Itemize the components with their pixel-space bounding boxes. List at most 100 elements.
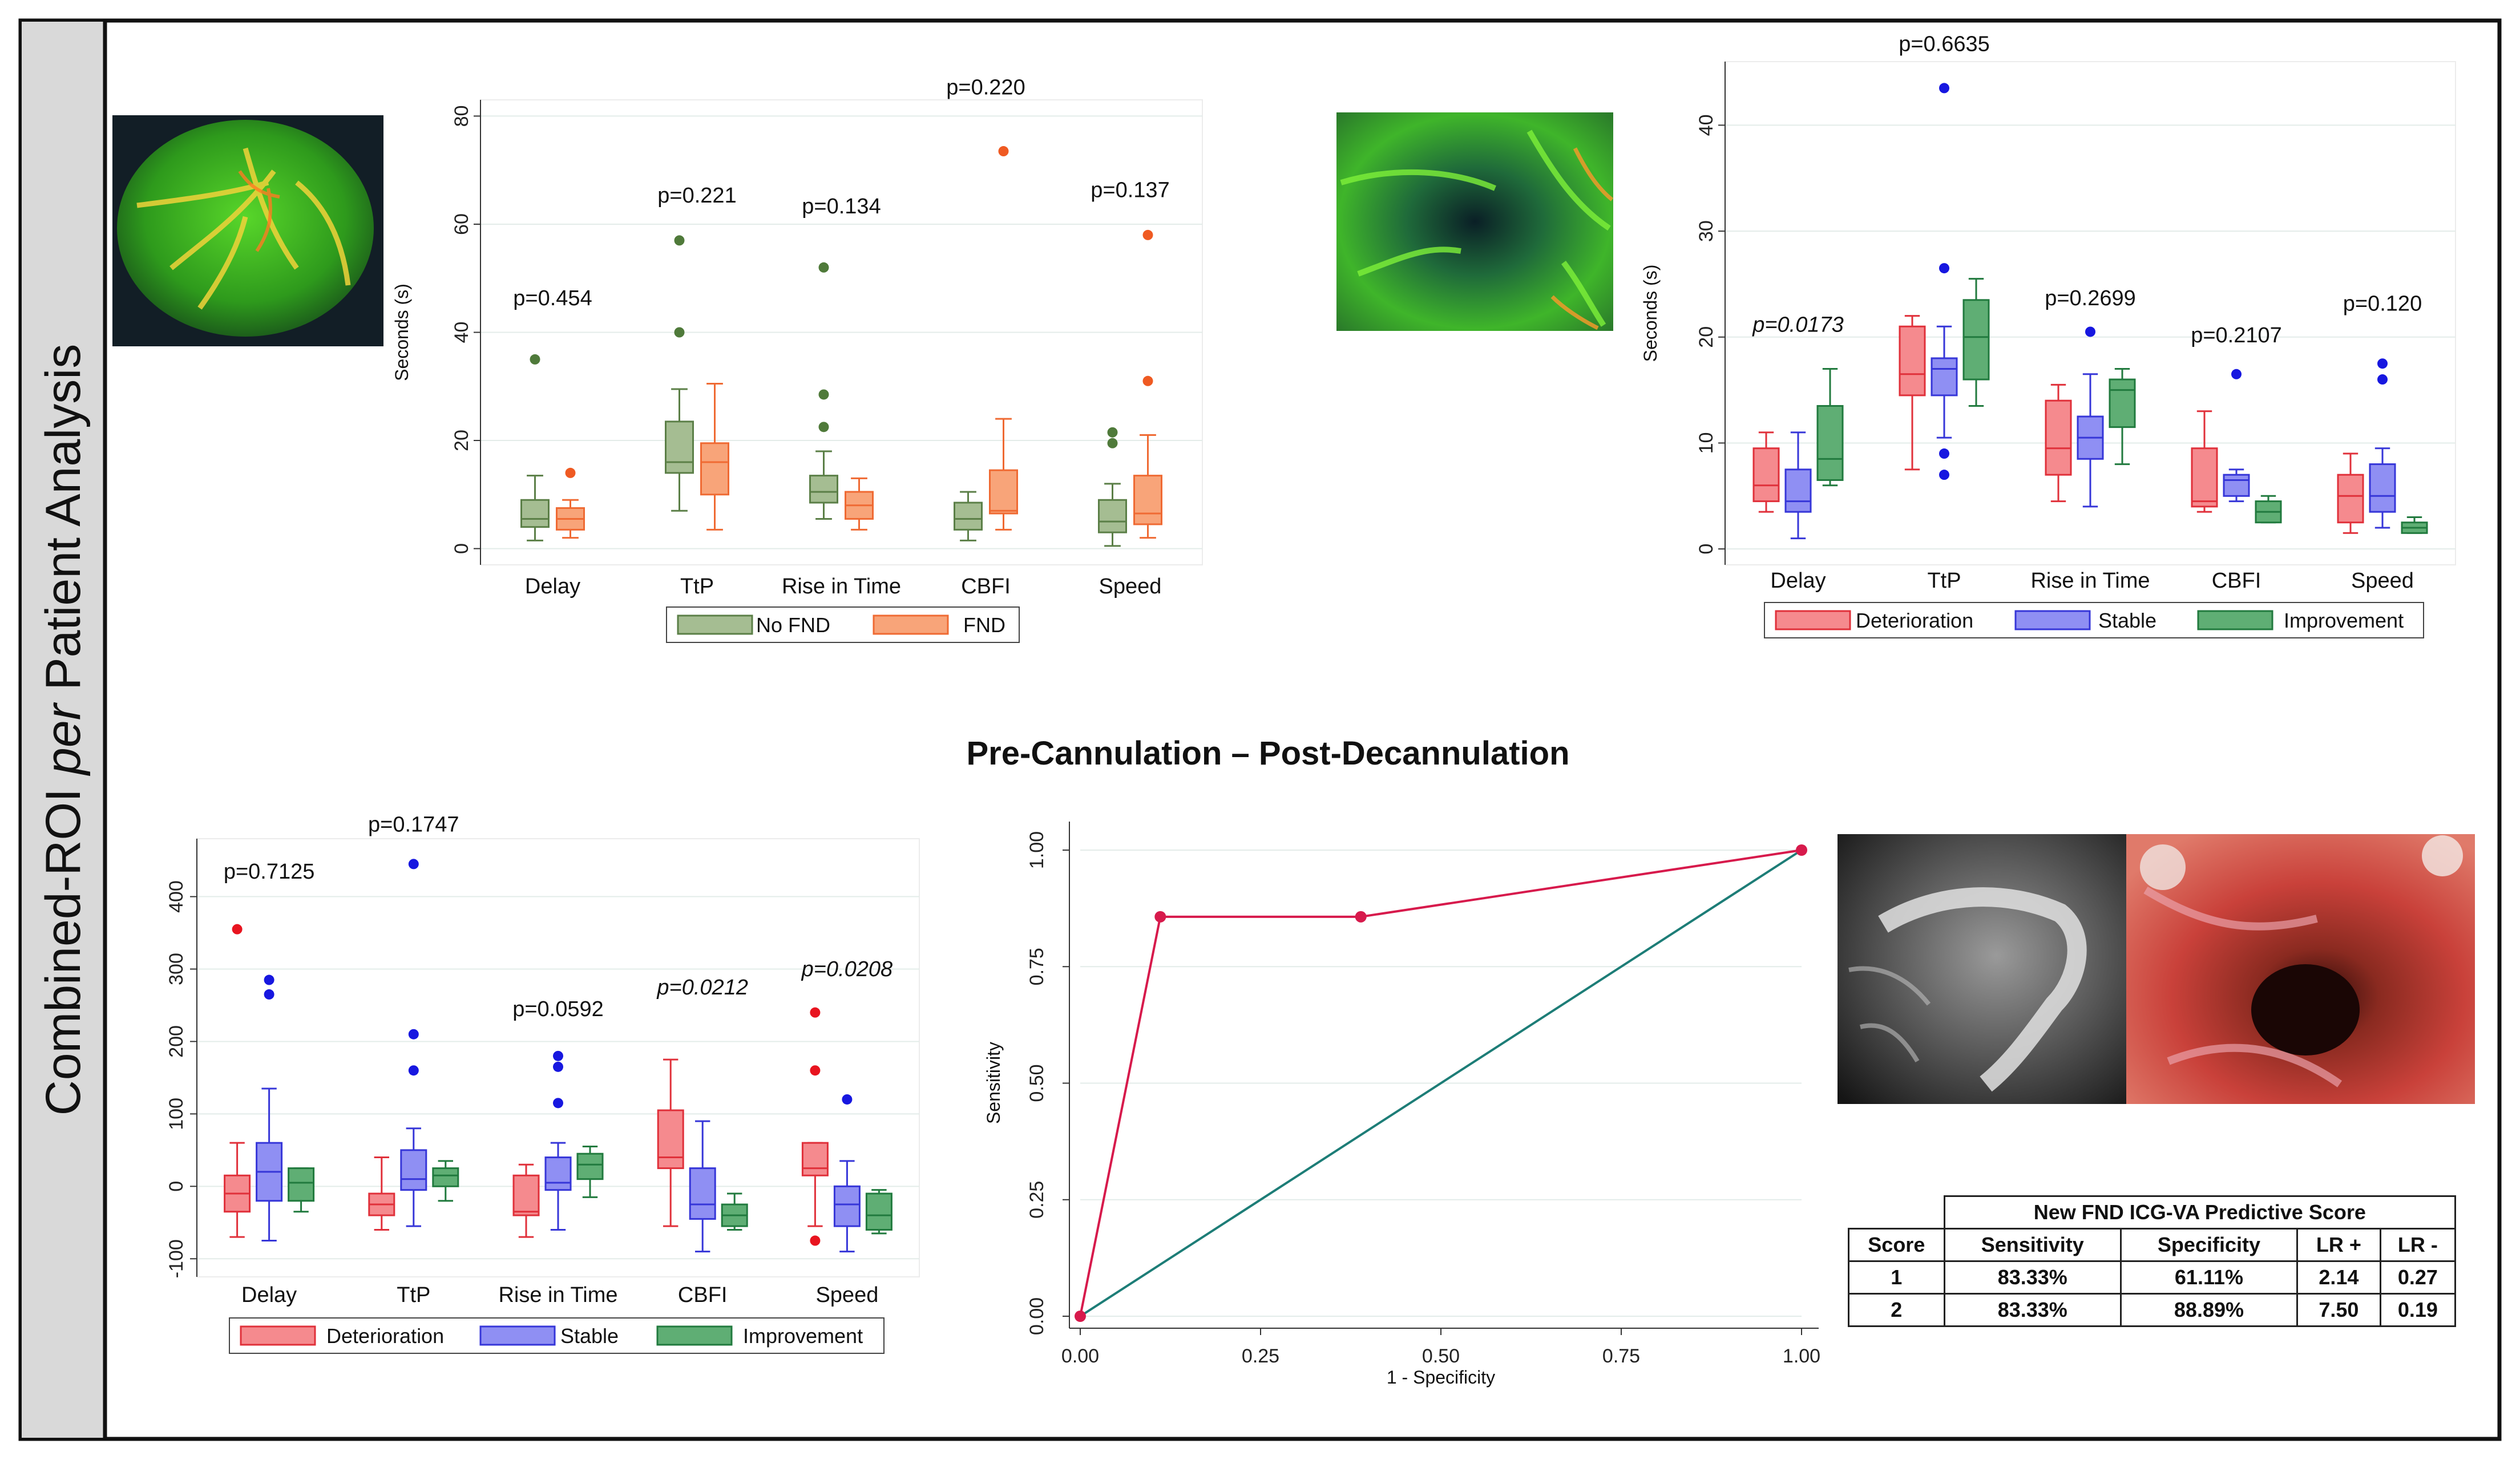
y-tick-label: 300 — [165, 953, 187, 985]
p-value-label: p=0.221 — [657, 184, 736, 208]
outlier-point — [674, 235, 685, 246]
chart-outcome-change-boxplot: -100 0 100 200 300 400 Delay p=0.7125 TtP p=0.174… — [165, 812, 920, 1354]
p-value-label: p=0.2699 — [2045, 286, 2136, 310]
outlier-point — [810, 1065, 821, 1076]
table-cell: 88.89% — [2119, 1293, 2299, 1327]
x-tick-label: 0.00 — [1061, 1345, 1099, 1367]
chart-fnd-boxplot: 0 20 40 60 80 Seconds (s) Delay p=0.454 TtP p=0.2… — [391, 76, 1203, 643]
y-tick-label: 80 — [451, 106, 472, 127]
box — [989, 469, 1018, 515]
box — [544, 1156, 572, 1191]
category-label: TtP — [1927, 569, 1961, 593]
table-cell: 0.27 — [2379, 1260, 2457, 1295]
score-table-header: LR + — [2296, 1228, 2381, 1262]
outlier-point — [842, 1094, 853, 1105]
reference-line — [1079, 849, 1803, 1317]
p-value-label: p=0.134 — [802, 195, 881, 219]
box — [2337, 474, 2364, 524]
roc-curve — [1079, 849, 1802, 1317]
category-label: Speed — [2351, 569, 2414, 593]
box — [1133, 475, 1162, 525]
outlier-point — [818, 262, 829, 273]
legend-label: No FND — [756, 613, 830, 637]
table-cell: 0.19 — [2379, 1293, 2457, 1327]
box — [1784, 468, 1812, 513]
x-tick-label: 0.50 — [1422, 1345, 1460, 1367]
side-panel — [22, 22, 104, 1438]
box — [1962, 299, 1990, 381]
legend-label: Improvement — [743, 1324, 863, 1348]
score-table-corner — [1848, 1196, 1945, 1230]
legend-label: Deterioration — [326, 1324, 444, 1348]
category-label: Rise in Time — [498, 1283, 617, 1307]
x-tick-label: 0.75 — [1602, 1345, 1640, 1367]
category-label: CBFI — [678, 1283, 728, 1307]
outlier-point — [1142, 229, 1153, 240]
table-cell: 83.33% — [1943, 1260, 2122, 1295]
outlier-point — [1107, 438, 1118, 448]
legend-label: Improvement — [2284, 609, 2404, 632]
box — [2191, 447, 2218, 508]
category-label: CBFI — [961, 575, 1011, 598]
y-tick-label: 1.00 — [1026, 831, 1048, 869]
score-table-header: Score — [1848, 1228, 1945, 1262]
category-label: Delay — [241, 1283, 297, 1307]
y-tick-label: 400 — [165, 880, 187, 913]
box — [954, 502, 983, 531]
score-table-header: Specificity — [2119, 1228, 2299, 1262]
box — [2369, 463, 2396, 513]
box — [2109, 378, 2136, 428]
y-tick-label: 20 — [451, 430, 472, 451]
side-label: Combined-ROI per Patient Analysis — [36, 344, 91, 1116]
legend-label: FND — [963, 613, 1005, 637]
p-value-label: p=0.0208 — [801, 957, 893, 981]
outlier-point — [408, 1065, 419, 1076]
outlier-point — [1939, 263, 1949, 274]
outlier-point — [408, 859, 419, 869]
score-table-header: Sensitivity — [1943, 1228, 2122, 1262]
p-value-label: p=0.0212 — [656, 976, 748, 1000]
p-value-label: p=0.0592 — [512, 997, 604, 1021]
p-value-label: p=0.6635 — [1899, 32, 1990, 56]
table-row: 2 83.33% 88.89% 7.50 0.19 — [1848, 1293, 2457, 1327]
table-cell: 2.14 — [2296, 1260, 2381, 1295]
category-label: CBFI — [2212, 569, 2261, 593]
outer-frame — [18, 18, 2502, 1441]
box — [288, 1167, 315, 1202]
icg-image-top-right — [1336, 112, 1614, 331]
y-tick-label: 0 — [1695, 544, 1717, 555]
legend-swatch — [873, 614, 949, 635]
box — [809, 475, 838, 504]
box — [432, 1167, 459, 1187]
legend-swatch — [2014, 610, 2091, 630]
outlier-point — [2085, 326, 2095, 337]
table-cell: 83.33% — [1943, 1293, 2122, 1327]
chart-roc-curve: 0.00 0.25 0.50 0.75 1.00 0.00 0.25 0.50 0.75 1.00… — [983, 822, 1820, 1388]
y-tick-label: -100 — [165, 1239, 187, 1278]
y-tick-label: 40 — [1695, 114, 1717, 136]
box — [665, 420, 694, 474]
box — [1899, 325, 1926, 397]
y-axis-label: Seconds (s) — [391, 284, 412, 381]
table-row: 1 83.33% 61.11% 2.14 0.27 — [1848, 1260, 2457, 1295]
legend-box — [229, 1317, 885, 1354]
p-value-label: p=0.7125 — [224, 860, 315, 884]
chart-outcome-boxplot: 0 10 20 30 40 Seconds (s) Delay p=0.0173 TtP p=0.… — [1640, 32, 2456, 638]
category-label: Speed — [815, 1283, 878, 1307]
box — [657, 1109, 684, 1170]
box — [1931, 357, 1958, 397]
predictive-score-table: New FND ICG-VA Predictive Score Score Se… — [1848, 1195, 2457, 1327]
p-value-label: p=0.454 — [513, 286, 592, 310]
box — [1752, 447, 1780, 503]
outlier-point — [810, 1235, 821, 1246]
outlier-point — [2377, 374, 2388, 385]
table-cell: 7.50 — [2296, 1293, 2381, 1327]
legend-swatch — [479, 1325, 556, 1346]
legend-label: Stable — [560, 1324, 619, 1348]
y-tick-label: 20 — [1695, 326, 1717, 348]
category-label: Rise in Time — [782, 575, 901, 598]
outlier-point — [2377, 358, 2388, 369]
icg-grayscale-image — [1838, 834, 2126, 1104]
x-tick-label: 1.00 — [1783, 1345, 1820, 1367]
box — [689, 1167, 716, 1220]
